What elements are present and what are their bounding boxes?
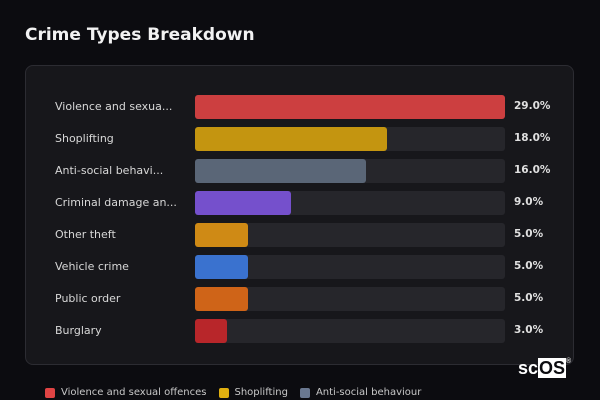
category-label: Shoplifting [55, 132, 114, 145]
bar[interactable] [195, 95, 505, 119]
legend-label: Violence and sexual offences [61, 387, 207, 398]
value-label: 29.0% [514, 100, 551, 112]
category-label: Anti-social behavi... [55, 164, 164, 177]
value-label: 5.0% [514, 228, 544, 240]
bar[interactable] [195, 191, 292, 215]
legend-item[interactable]: Violence and sexual offences [45, 387, 207, 398]
bar-track [195, 191, 505, 215]
legend-item[interactable]: Anti-social behaviour [299, 387, 422, 398]
value-label: 5.0% [514, 292, 544, 304]
value-label: 16.0% [514, 164, 551, 176]
category-label: Violence and sexua... [55, 100, 173, 113]
logo-prefix: sc [518, 358, 539, 378]
bar[interactable] [195, 127, 388, 151]
legend-label: Shoplifting [234, 387, 288, 398]
bar[interactable] [195, 223, 249, 247]
legend-swatch [218, 387, 229, 398]
scos-logo: scOS® [518, 358, 571, 379]
bar-track [195, 287, 505, 311]
bar-track [195, 223, 505, 247]
legend-swatch [45, 387, 55, 398]
legend-item[interactable]: Shoplifting [218, 387, 288, 398]
bar[interactable] [195, 287, 249, 311]
logo-suffix: OS [538, 358, 567, 378]
value-label: 3.0% [514, 324, 544, 336]
bar[interactable] [195, 255, 249, 279]
category-label: Public order [55, 292, 121, 305]
legend-label: Anti-social behaviour [315, 387, 422, 398]
bar-row: Anti-social behavi... 16.0% [26, 159, 573, 183]
value-label: 5.0% [514, 260, 544, 272]
bar-row: Burglary 3.0% [26, 319, 573, 343]
bar[interactable] [195, 159, 367, 183]
value-label: 18.0% [514, 132, 551, 144]
logo-registered-mark: ® [566, 358, 572, 365]
bar-track [195, 319, 505, 343]
chart-title: Crime Types Breakdown [25, 25, 255, 45]
legend-swatch [299, 387, 310, 398]
bar-track [195, 95, 505, 119]
bar-track [195, 127, 505, 151]
category-label: Other theft [55, 228, 116, 241]
chart-panel: Violence and sexua... 29.0% Shoplifting 1… [25, 65, 574, 365]
bar-row: Criminal damage an... 9.0% [26, 191, 573, 215]
bar[interactable] [195, 319, 228, 343]
bar-track [195, 255, 505, 279]
bar-row: Shoplifting 18.0% [26, 127, 573, 151]
category-label: Burglary [55, 324, 102, 337]
bar-row: Public order 5.0% [26, 287, 573, 311]
category-label: Criminal damage an... [55, 196, 177, 209]
bar-row: Violence and sexua... 29.0% [26, 95, 573, 119]
legend: Violence and sexual offences Shoplifting A… [45, 387, 421, 398]
bar-track [195, 159, 505, 183]
bar-row: Vehicle crime 5.0% [26, 255, 573, 279]
category-label: Vehicle crime [55, 260, 129, 273]
bar-row: Other theft 5.0% [26, 223, 573, 247]
value-label: 9.0% [514, 196, 544, 208]
